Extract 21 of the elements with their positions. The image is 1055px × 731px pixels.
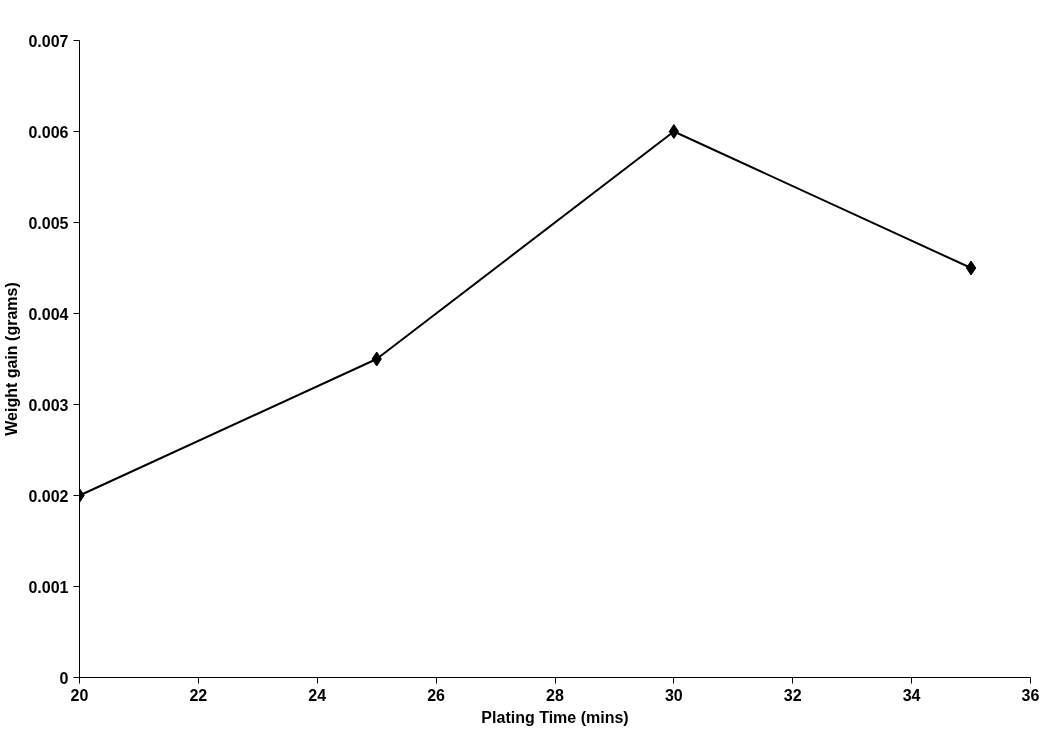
y-tick-label: 0.001: [28, 578, 69, 596]
x-tick-label: 28: [546, 686, 564, 704]
x-tick-label: 24: [308, 686, 327, 704]
y-tick-label: 0.005: [28, 214, 69, 232]
x-tick-label: 32: [783, 686, 802, 704]
x-tick-label: 26: [427, 686, 446, 704]
y-tick-label: 0.004: [28, 305, 69, 323]
point: [668, 124, 680, 139]
x-tick-label: 20: [70, 686, 89, 704]
x-tick-label: 34: [902, 686, 921, 704]
y-tick-label: 0.003: [28, 396, 69, 414]
y-tick-label: 0.002: [28, 487, 69, 505]
y-tick-label: 0.006: [28, 123, 69, 141]
y-tick-label: 0: [59, 669, 69, 687]
point: [965, 260, 977, 276]
y-tick-label: 0.007: [28, 32, 69, 50]
x-tick-label: 22: [189, 686, 208, 704]
x-tick-label: 36: [1021, 686, 1040, 704]
y-axis-title: Weight gain (grams): [3, 282, 21, 436]
x-axis-title: Plating Time (mins): [481, 708, 629, 726]
x-tick-label: 30: [664, 686, 683, 704]
